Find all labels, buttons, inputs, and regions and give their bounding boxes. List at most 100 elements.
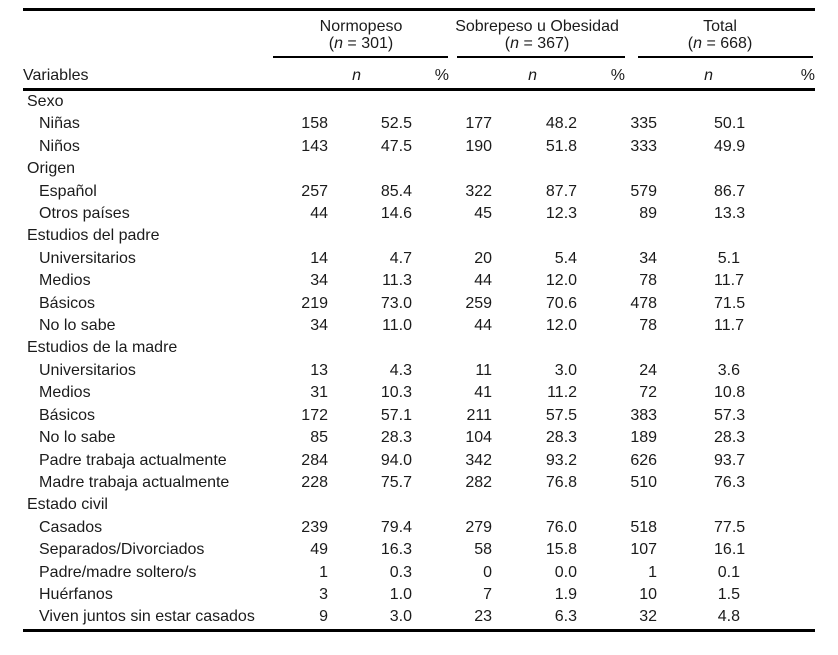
section-label-cell: Origen [27, 160, 76, 178]
column-header-row: Variables n % n % n % [23, 58, 816, 91]
value-cell: 44 [474, 317, 493, 335]
item-label-cell: Niños [39, 137, 80, 155]
value-cell [537, 225, 625, 247]
value-cell: 31 [310, 384, 328, 402]
value-cell: 85.4 [380, 182, 413, 200]
value-cell: 478 [630, 294, 658, 312]
n-symbol: n [510, 35, 519, 52]
item-label-cell: Básicos [39, 406, 96, 424]
value-cell: 12.0 [545, 317, 578, 335]
value-cell: 94.0 [380, 451, 413, 469]
value-cell: 71.5 [714, 294, 746, 312]
value-cell: 10.8 [714, 384, 746, 402]
value-cell [625, 494, 713, 516]
value-cell: 190 [465, 137, 493, 155]
value-cell: 10.3 [380, 384, 413, 402]
item-label-cell: Universitarios [39, 361, 136, 379]
value-cell [625, 158, 713, 180]
group-header-total: Total (n = 668) [625, 11, 815, 58]
value-cell: 11.7 [714, 272, 744, 290]
value-cell: 76.3 [714, 473, 746, 491]
section-label-cell: Estado civil [27, 496, 108, 514]
value-cell: 20 [474, 249, 493, 267]
value-cell [361, 337, 449, 359]
item-label-cell: Otros países [39, 205, 130, 223]
value-cell: 79.4 [380, 518, 413, 536]
value-cell: 0.1 [717, 563, 741, 581]
value-cell: 189 [630, 429, 658, 447]
value-cell: 28.3 [545, 429, 578, 447]
n-symbol: n [334, 35, 343, 52]
value-cell: 11.0 [382, 317, 413, 335]
value-cell: 211 [466, 406, 493, 424]
section-row: Origen [23, 158, 815, 180]
value-cell: 44 [310, 205, 328, 223]
value-cell: 5.1 [717, 249, 741, 267]
value-cell: 93.7 [714, 451, 746, 469]
item-label-cell: Madre trabaja actualmente [39, 473, 230, 491]
value-cell: 72 [639, 384, 658, 402]
value-cell [273, 494, 361, 516]
table-row: Separados/Divorciados 49 16.3 58 15.8 107 16.1 [23, 539, 815, 561]
value-cell [273, 337, 361, 359]
section-label-cell: Sexo [27, 93, 64, 110]
value-cell: 47.5 [380, 137, 413, 155]
value-cell: 333 [630, 137, 658, 155]
group-count: (n = 367) [504, 35, 570, 52]
value-cell: 3.0 [361, 606, 450, 632]
value-cell: 86.7 [714, 182, 746, 200]
group-underline [638, 56, 814, 58]
value-cell [449, 225, 537, 247]
table-row: Huérfanos 3 1.0 7 1.9 10 1.5 [23, 584, 815, 606]
value-cell [449, 494, 537, 516]
value-cell: 107 [630, 541, 658, 559]
group-count: (n = 301) [328, 35, 394, 52]
item-label-cell: No lo sabe [39, 317, 116, 335]
value-cell: 1.0 [389, 585, 413, 603]
value-cell: 335 [630, 115, 658, 133]
value-cell: 16.3 [380, 541, 413, 559]
value-cell: 10 [639, 585, 658, 603]
group-underline [273, 56, 449, 58]
item-label-cell: Medios [39, 384, 91, 402]
item-label-cell: No lo sabe [39, 429, 116, 447]
value-cell: 14.6 [380, 205, 413, 223]
demographics-table: Normopeso (n = 301) Sobrepeso u Obesidad… [23, 8, 816, 632]
value-cell: 383 [630, 406, 658, 424]
value-cell: 3.6 [717, 361, 741, 379]
value-cell: 87.7 [545, 182, 578, 200]
group-title: Normopeso [319, 18, 403, 35]
value-cell: 219 [301, 294, 328, 312]
value-cell: 12.0 [545, 272, 578, 290]
table-header: Normopeso (n = 301) Sobrepeso u Obesidad… [23, 11, 816, 91]
col-header-n: n [449, 58, 538, 91]
value-cell [361, 494, 449, 516]
value-cell: 143 [301, 137, 328, 155]
item-label-cell: Básicos [39, 294, 96, 312]
value-cell: 3 [319, 585, 328, 603]
value-cell: 322 [465, 182, 493, 200]
value-cell: 177 [465, 115, 493, 133]
value-cell: 70.6 [545, 294, 578, 312]
value-cell: 518 [630, 518, 658, 536]
value-cell [449, 158, 537, 180]
value-cell: 85 [310, 429, 328, 447]
col-header-pct: % [713, 58, 816, 91]
value-cell: 239 [301, 518, 328, 536]
value-cell: 44 [474, 272, 493, 290]
value-cell [449, 337, 537, 359]
value-cell: 49 [310, 541, 328, 559]
item-label-cell: Huérfanos [39, 585, 113, 603]
value-cell: 50.1 [714, 115, 746, 133]
table-row: No lo sabe 85 28.3 104 28.3 189 28.3 [23, 427, 815, 449]
value-cell [713, 158, 815, 180]
table-row: Casados 239 79.4 279 76.0 518 77.5 [23, 517, 815, 539]
value-cell: 5.4 [554, 249, 578, 267]
value-cell: 57.1 [380, 406, 413, 424]
value-cell: 34 [310, 317, 328, 335]
value-cell [625, 225, 713, 247]
section-row: Estudios de la madre [23, 337, 815, 359]
value-cell: 13.3 [714, 205, 746, 223]
table-row: Viven juntos sin estar casados 9 3.0 23 6.3 3… [23, 606, 816, 632]
